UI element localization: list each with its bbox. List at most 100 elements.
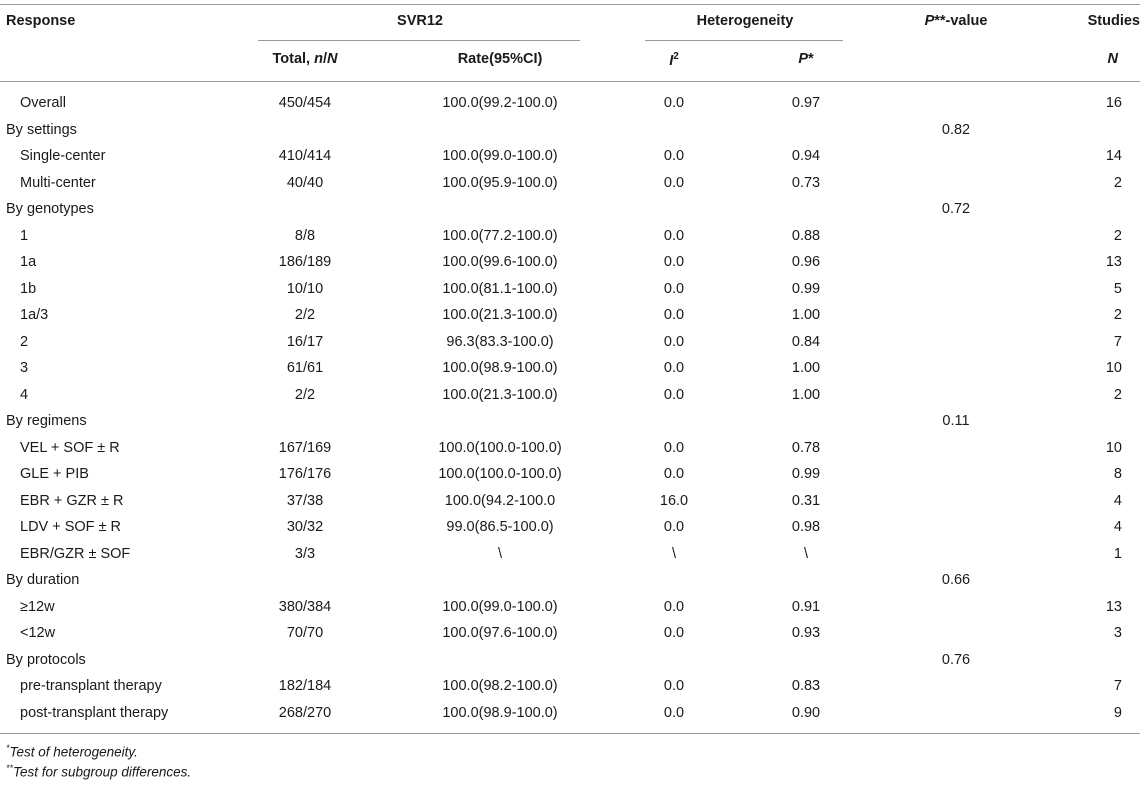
cell-studies: 8 bbox=[1113, 466, 1122, 482]
cell-studies: 2 bbox=[1113, 227, 1122, 244]
cell-rate: 100.0(77.2-100.0) bbox=[442, 227, 558, 244]
cell-studies: 9 bbox=[1113, 704, 1122, 721]
group-label: By settings bbox=[6, 121, 77, 138]
cell-rate: 100.0(21.3-100.0) bbox=[442, 386, 558, 403]
header-studies: Studies bbox=[1087, 13, 1140, 29]
cell-i2: 0.0 bbox=[663, 704, 685, 721]
cell-p: 0.78 bbox=[791, 439, 821, 456]
group-label: By regimens bbox=[6, 413, 87, 429]
row-label: EBR + GZR ± R bbox=[20, 492, 124, 509]
cell-p: 1.00 bbox=[791, 307, 821, 323]
cell-total: 176/176 bbox=[278, 466, 332, 482]
cell-rate: 100.0(98.2-100.0) bbox=[442, 678, 558, 694]
cell-i2: 0.0 bbox=[663, 254, 685, 270]
cell-p: 0.97 bbox=[791, 95, 821, 111]
cell-rate: 100.0(97.6-100.0) bbox=[442, 625, 558, 641]
cell-i2: 0.0 bbox=[663, 95, 685, 111]
header-bottom-rule bbox=[0, 81, 1140, 82]
cell-i2: 0.0 bbox=[663, 625, 685, 641]
cell-i2: 0.0 bbox=[663, 360, 685, 376]
cell-studies: 4 bbox=[1113, 492, 1122, 509]
cell-total: 3/3 bbox=[294, 545, 316, 562]
cell-total: 268/270 bbox=[278, 704, 332, 721]
cell-i2: 16.0 bbox=[659, 492, 689, 509]
cell-total: 37/38 bbox=[286, 492, 324, 509]
cell-studies: 14 bbox=[1105, 148, 1122, 164]
cell-studies: 13 bbox=[1105, 254, 1122, 270]
header-total: Total, n/N bbox=[272, 51, 338, 67]
cell-p: 0.90 bbox=[791, 704, 821, 721]
cell-total: 10/10 bbox=[286, 280, 324, 297]
row-label: pre-transplant therapy bbox=[20, 678, 162, 694]
cell-i2: 0.0 bbox=[663, 386, 685, 403]
row-label: EBR/GZR ± SOF bbox=[20, 545, 131, 562]
cell-studies: 16 bbox=[1105, 95, 1122, 111]
cell-studies: 3 bbox=[1113, 625, 1122, 641]
cell-rate: 100.0(99.6-100.0) bbox=[442, 254, 558, 270]
row-label: 1a bbox=[20, 254, 37, 270]
cell-rate: 100.0(99.0-100.0) bbox=[442, 598, 558, 615]
cell-rate: 100.0(95.9-100.0) bbox=[442, 174, 558, 191]
row-label: GLE + PIB bbox=[20, 466, 89, 482]
cell-studies: 1 bbox=[1113, 545, 1122, 562]
cell-total: 450/454 bbox=[278, 95, 332, 111]
cell-p: 0.73 bbox=[791, 174, 821, 191]
cell-subgroup-p: 0.82 bbox=[941, 121, 971, 138]
cell-rate: 100.0(100.0-100.0) bbox=[438, 466, 562, 482]
row-label: 1b bbox=[20, 280, 37, 297]
cell-p: 0.98 bbox=[791, 519, 821, 535]
heterogeneity-span-rule bbox=[645, 40, 843, 41]
cell-subgroup-p: 0.11 bbox=[942, 413, 970, 429]
row-label: Single-center bbox=[20, 148, 106, 164]
header-n: N bbox=[1107, 51, 1118, 67]
cell-p: 1.00 bbox=[791, 386, 821, 403]
cell-subgroup-p: 0.72 bbox=[941, 201, 971, 217]
cell-i2: 0.0 bbox=[663, 307, 685, 323]
cell-total: 167/169 bbox=[278, 439, 332, 456]
cell-studies: 2 bbox=[1113, 307, 1122, 323]
row-label: 1a/3 bbox=[20, 307, 49, 323]
cell-total: 182/184 bbox=[278, 678, 332, 694]
cell-studies: 2 bbox=[1113, 174, 1122, 191]
group-label: By protocols bbox=[6, 651, 86, 668]
cell-p: 0.99 bbox=[791, 466, 821, 482]
row-label: 3 bbox=[20, 360, 29, 376]
cell-subgroup-p: 0.76 bbox=[941, 651, 971, 668]
cell-studies: 5 bbox=[1113, 280, 1122, 297]
cell-p: 0.31 bbox=[791, 492, 821, 509]
header-rate: Rate(95%CI) bbox=[457, 51, 543, 67]
footnote-heterogeneity: *Test of heterogeneity. bbox=[6, 743, 138, 760]
cell-rate: 99.0(86.5-100.0) bbox=[446, 519, 554, 535]
cell-studies: 10 bbox=[1105, 439, 1122, 456]
cell-i2: 0.0 bbox=[663, 439, 685, 456]
row-label: Overall bbox=[20, 95, 66, 111]
table-top-rule bbox=[0, 4, 1140, 5]
cell-i2: 0.0 bbox=[663, 227, 685, 244]
cell-p: \ bbox=[803, 545, 809, 562]
row-label: 4 bbox=[20, 386, 29, 403]
cell-i2: 0.0 bbox=[663, 280, 685, 297]
cell-rate: 96.3(83.3-100.0) bbox=[446, 333, 554, 350]
row-label: 1 bbox=[20, 227, 29, 244]
cell-i2: 0.0 bbox=[663, 333, 685, 350]
cell-i2: 0.0 bbox=[663, 519, 685, 535]
table-bottom-rule bbox=[0, 733, 1140, 734]
cell-p: 0.93 bbox=[791, 625, 821, 641]
group-label: By duration bbox=[6, 572, 80, 588]
header-heterogeneity: Heterogeneity bbox=[696, 13, 794, 29]
cell-studies: 13 bbox=[1105, 598, 1122, 615]
header-i2: I2 bbox=[669, 51, 679, 69]
cell-rate: 100.0(98.9-100.0) bbox=[442, 360, 558, 376]
cell-p: 0.99 bbox=[791, 280, 821, 297]
cell-total: 186/189 bbox=[278, 254, 332, 270]
cell-i2: 0.0 bbox=[663, 598, 685, 615]
cell-total: 410/414 bbox=[278, 148, 332, 164]
cell-rate: 100.0(100.0-100.0) bbox=[438, 439, 562, 456]
cell-studies: 4 bbox=[1113, 519, 1122, 535]
cell-total: 61/61 bbox=[286, 360, 324, 376]
cell-rate: 100.0(94.2-100.0 bbox=[444, 492, 556, 509]
cell-total: 70/70 bbox=[286, 625, 324, 641]
row-label: <12w bbox=[20, 625, 56, 641]
row-label: ≥12w bbox=[20, 598, 55, 615]
